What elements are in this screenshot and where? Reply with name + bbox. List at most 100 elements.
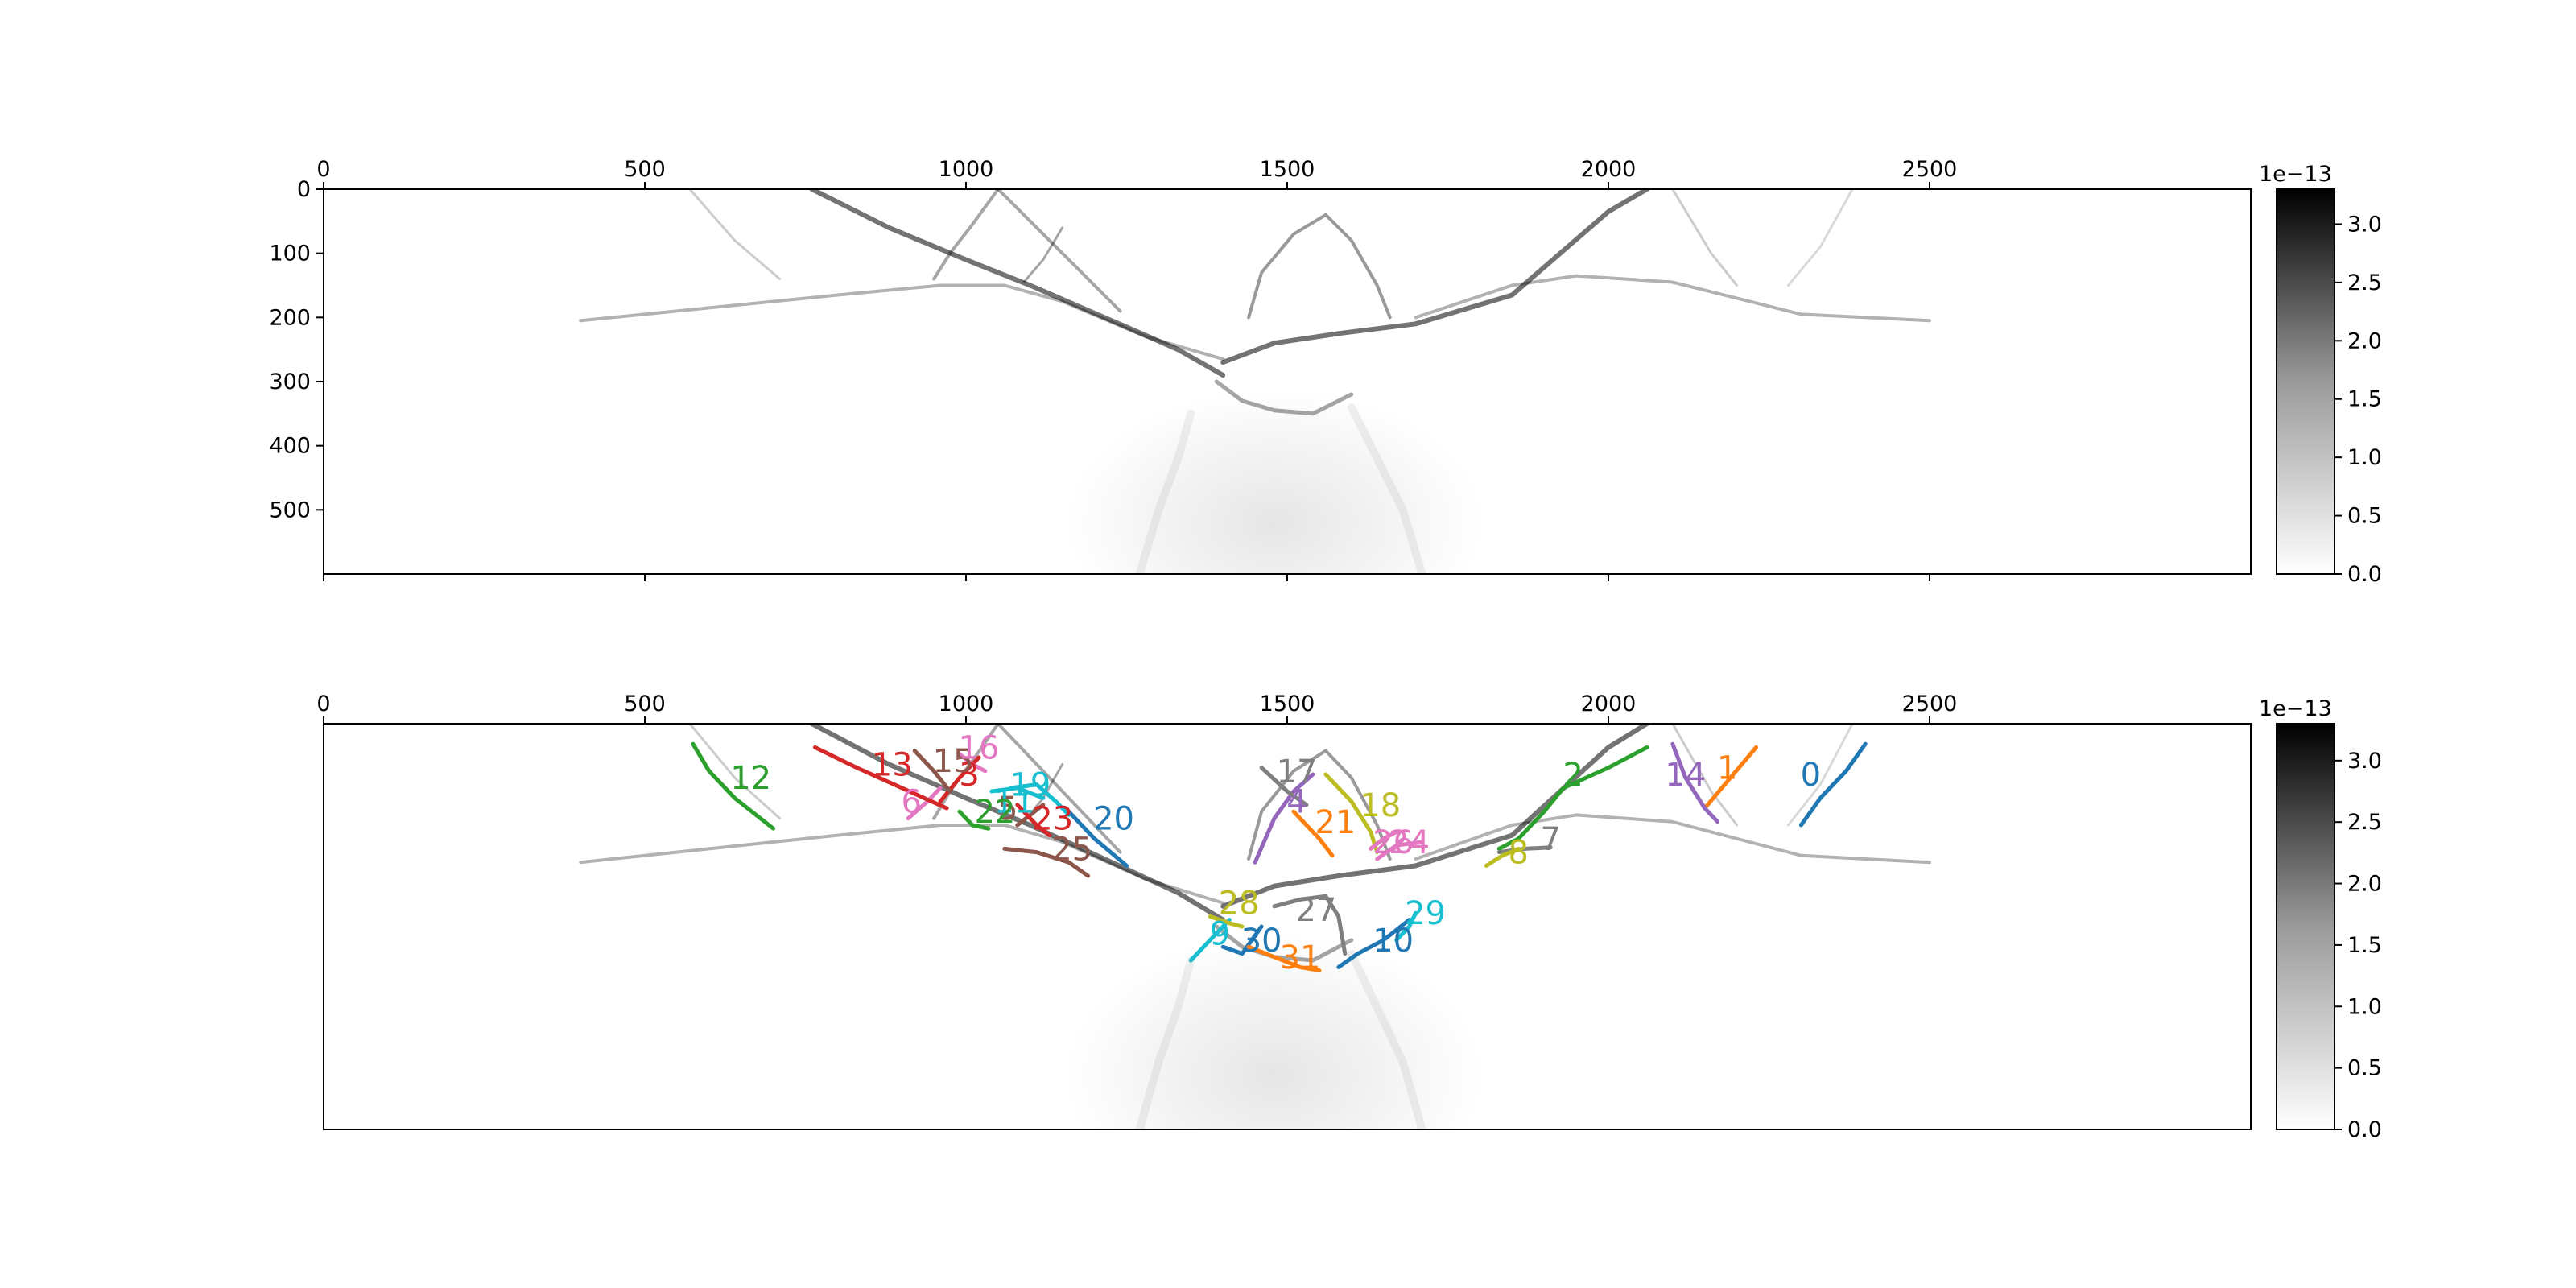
track-label-7: 7 (1540, 821, 1560, 858)
track-24 (1375, 840, 1425, 861)
colorbar-tick-label: 3.0 (2347, 212, 2382, 237)
track-label-13: 13 (872, 746, 913, 783)
top-colorbar-frame (2276, 188, 2335, 575)
track-label-15: 15 (933, 743, 974, 780)
track-16 (957, 752, 988, 774)
colorbar-tick-label: 0.0 (2347, 562, 2382, 587)
track-10 (1336, 918, 1412, 969)
x-tick-label: 1500 (1260, 691, 1315, 716)
bottom-x-ticks: 0 500 1000 1500 2000 2500 (316, 691, 1957, 724)
colorbar-tick-label: 3.0 (2347, 749, 2382, 774)
heatmap-ridge (1347, 402, 1426, 574)
heatmap-glow (1065, 933, 1484, 1129)
heatmap-ridge (1135, 409, 1195, 574)
bottom-colorbar-frame (2276, 723, 2335, 1130)
bottom-tracks (691, 741, 1868, 973)
track-label-28: 28 (1219, 886, 1260, 923)
track-28 (1208, 914, 1245, 929)
heatmap-ridge (932, 189, 1000, 281)
track-label-18: 18 (1360, 787, 1401, 824)
heatmap-ridge (1414, 274, 1931, 323)
heatmap-ridge (996, 189, 1122, 313)
track-label-0: 0 (1801, 757, 1821, 794)
track-label-19: 19 (1009, 767, 1051, 804)
heatmap-ridge (688, 189, 782, 280)
track-label-4: 4 (1286, 784, 1307, 821)
track-label-2: 2 (1563, 757, 1583, 794)
heatmap-ridge (1135, 956, 1195, 1129)
track-label-5: 5 (997, 791, 1018, 828)
track-12 (691, 741, 776, 831)
top-heatmap-image (579, 189, 1931, 574)
track-label-20: 20 (1093, 801, 1134, 838)
track-label-21: 21 (1315, 804, 1356, 841)
heatmap-ridge (1786, 724, 1854, 827)
top-colorbar: 0.0 0.5 1.0 1.5 2.0 2.5 3.0 1e−13 (2259, 162, 2382, 587)
colorbar-tick-label: 0.0 (2347, 1117, 2382, 1142)
heatmap-ridge (1022, 226, 1064, 283)
x-tick-label: 0 (316, 157, 330, 182)
track-14 (1670, 741, 1720, 824)
bottom-colorbar-gradient (2277, 724, 2334, 1129)
track-label-10: 10 (1373, 923, 1414, 960)
bottom-colorbar: 0.0 0.5 1.0 1.5 2.0 2.5 3.0 1e−13 (2259, 696, 2382, 1142)
colorbar-tick-label: 1.0 (2347, 994, 2382, 1019)
y-tick-label: 200 (269, 305, 311, 330)
y-tick-label: 500 (269, 497, 311, 522)
track-13 (813, 745, 949, 811)
heatmap-ridge (688, 724, 782, 820)
track-label-31: 31 (1280, 939, 1321, 976)
track-29 (1394, 910, 1418, 943)
heatmap-ridge (996, 724, 1122, 854)
top-y-ticks: 0 100 200 300 400 500 (269, 177, 324, 522)
track-26 (1368, 829, 1399, 851)
colorbar-tick-label: 0.5 (2347, 504, 2382, 529)
colorbar-tick-label: 2.5 (2347, 810, 2382, 835)
track-27 (1272, 894, 1348, 956)
track-label-30: 30 (1241, 923, 1282, 960)
heatmap-glow (1065, 388, 1484, 574)
x-tick-label: 1000 (939, 157, 994, 182)
top-x-ticks: 0 500 1000 1500 2000 2500 (316, 157, 1957, 189)
track-label-9: 9 (1209, 915, 1229, 952)
track-18 (1323, 772, 1380, 855)
track-label-23: 23 (1032, 801, 1073, 838)
track-19 (1009, 782, 1071, 817)
track-label-11: 11 (993, 784, 1034, 821)
x-tick-label: 2000 (1581, 691, 1637, 716)
x-tick-label: 2500 (1902, 157, 1958, 182)
x-tick-label: 500 (624, 691, 666, 716)
x-tick-label: 1500 (1260, 157, 1315, 182)
track-label-3: 3 (959, 757, 979, 794)
heatmap-ridge (1247, 749, 1392, 861)
bottom-heatmap-image (579, 724, 1931, 1129)
colorbar-tick-label: 1.0 (2347, 445, 2382, 470)
track-label-1: 1 (1717, 750, 1737, 787)
y-tick-label: 0 (297, 177, 311, 202)
track-label-27: 27 (1295, 892, 1336, 929)
track-label-12: 12 (730, 760, 771, 797)
x-tick-label: 1000 (939, 691, 994, 716)
track-label-24: 24 (1389, 824, 1430, 861)
track-17 (1259, 766, 1309, 807)
colorbar-tick-label: 1.5 (2347, 387, 2382, 412)
y-tick-label: 400 (269, 434, 311, 459)
heatmap-ridge (1786, 189, 1854, 287)
track-4 (1253, 772, 1315, 865)
bottom-colorbar-ticks: 0.0 0.5 1.0 1.5 2.0 2.5 3.0 (2334, 749, 2382, 1142)
track-23 (1015, 803, 1052, 838)
colorbar-tick-label: 2.0 (2347, 872, 2382, 897)
top-panel: 0 500 1000 1500 2000 2500 0 100 200 300 400 500 (269, 157, 2252, 581)
colorbar-tick-label: 2.5 (2347, 270, 2382, 295)
track-label-14: 14 (1665, 757, 1706, 794)
bottom-colorbar-exponent: 1e−13 (2259, 696, 2332, 721)
track-22 (957, 809, 991, 831)
track-30 (1220, 924, 1264, 956)
track-label-17: 17 (1277, 753, 1318, 791)
top-colorbar-ticks: 0.0 0.5 1.0 1.5 2.0 2.5 3.0 (2334, 212, 2382, 587)
heatmap-ridge (809, 724, 1226, 923)
track-5 (1015, 803, 1046, 828)
